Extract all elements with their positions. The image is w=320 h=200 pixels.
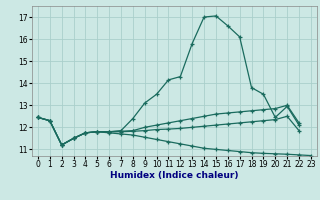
X-axis label: Humidex (Indice chaleur): Humidex (Indice chaleur) (110, 171, 239, 180)
